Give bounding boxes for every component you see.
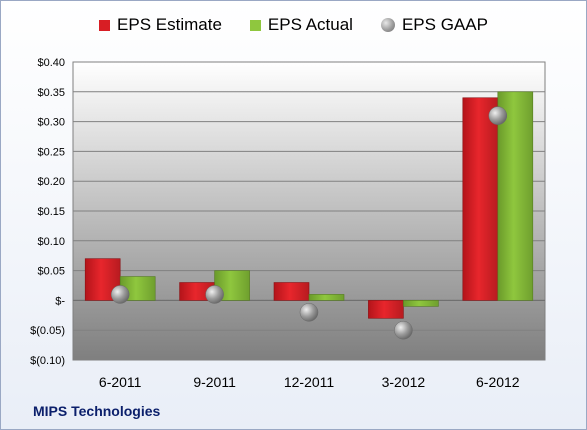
legend: EPS Estimate EPS Actual EPS GAAP <box>1 15 586 35</box>
y-tick-label: $0.10 <box>37 236 65 248</box>
y-tick-label: $0.20 <box>37 176 65 188</box>
bar-eps-estimate <box>368 300 404 319</box>
y-tick-label: $- <box>55 295 65 307</box>
point-eps-gaap <box>488 106 508 125</box>
y-tick-label: $0.35 <box>37 87 65 99</box>
point-eps-gaap <box>299 303 319 322</box>
y-tick-label: $0.40 <box>37 57 65 69</box>
bar-eps-actual <box>497 91 534 301</box>
x-tick-label: 6-2012 <box>476 374 520 390</box>
x-tick-label: 3-2012 <box>382 374 426 390</box>
legend-item-estimate: EPS Estimate <box>99 15 222 35</box>
company-label: MIPS Technologies <box>33 403 161 419</box>
point-eps-gaap <box>205 285 224 304</box>
legend-swatch-estimate <box>99 19 111 31</box>
legend-label-estimate: EPS Estimate <box>117 15 222 34</box>
y-tick-label: $(0.10) <box>30 355 65 367</box>
y-tick-label: $0.30 <box>37 117 65 129</box>
legend-swatch-gaap <box>380 18 395 32</box>
bar-eps-estimate <box>273 282 310 301</box>
point-eps-gaap <box>110 285 130 304</box>
bar-eps-actual <box>403 300 439 307</box>
x-tick-label: 12-2011 <box>284 374 335 390</box>
legend-label-actual: EPS Actual <box>267 15 353 34</box>
legend-swatch-actual <box>249 19 261 31</box>
legend-item-actual: EPS Actual <box>249 15 353 35</box>
legend-item-gaap: EPS GAAP <box>380 15 488 35</box>
y-tick-label: $0.15 <box>37 206 65 218</box>
y-tick-label: $(0.05) <box>30 325 65 337</box>
point-eps-gaap <box>394 320 413 340</box>
x-tick-label: 9-2011 <box>193 374 236 390</box>
y-tick-label: $0.05 <box>37 266 65 278</box>
legend-label-gaap: EPS GAAP <box>401 15 488 34</box>
x-tick-label: 6-2011 <box>99 374 142 390</box>
y-tick-label: $0.25 <box>37 146 65 158</box>
bar-eps-estimate <box>462 97 499 301</box>
bar-eps-actual <box>308 294 345 301</box>
